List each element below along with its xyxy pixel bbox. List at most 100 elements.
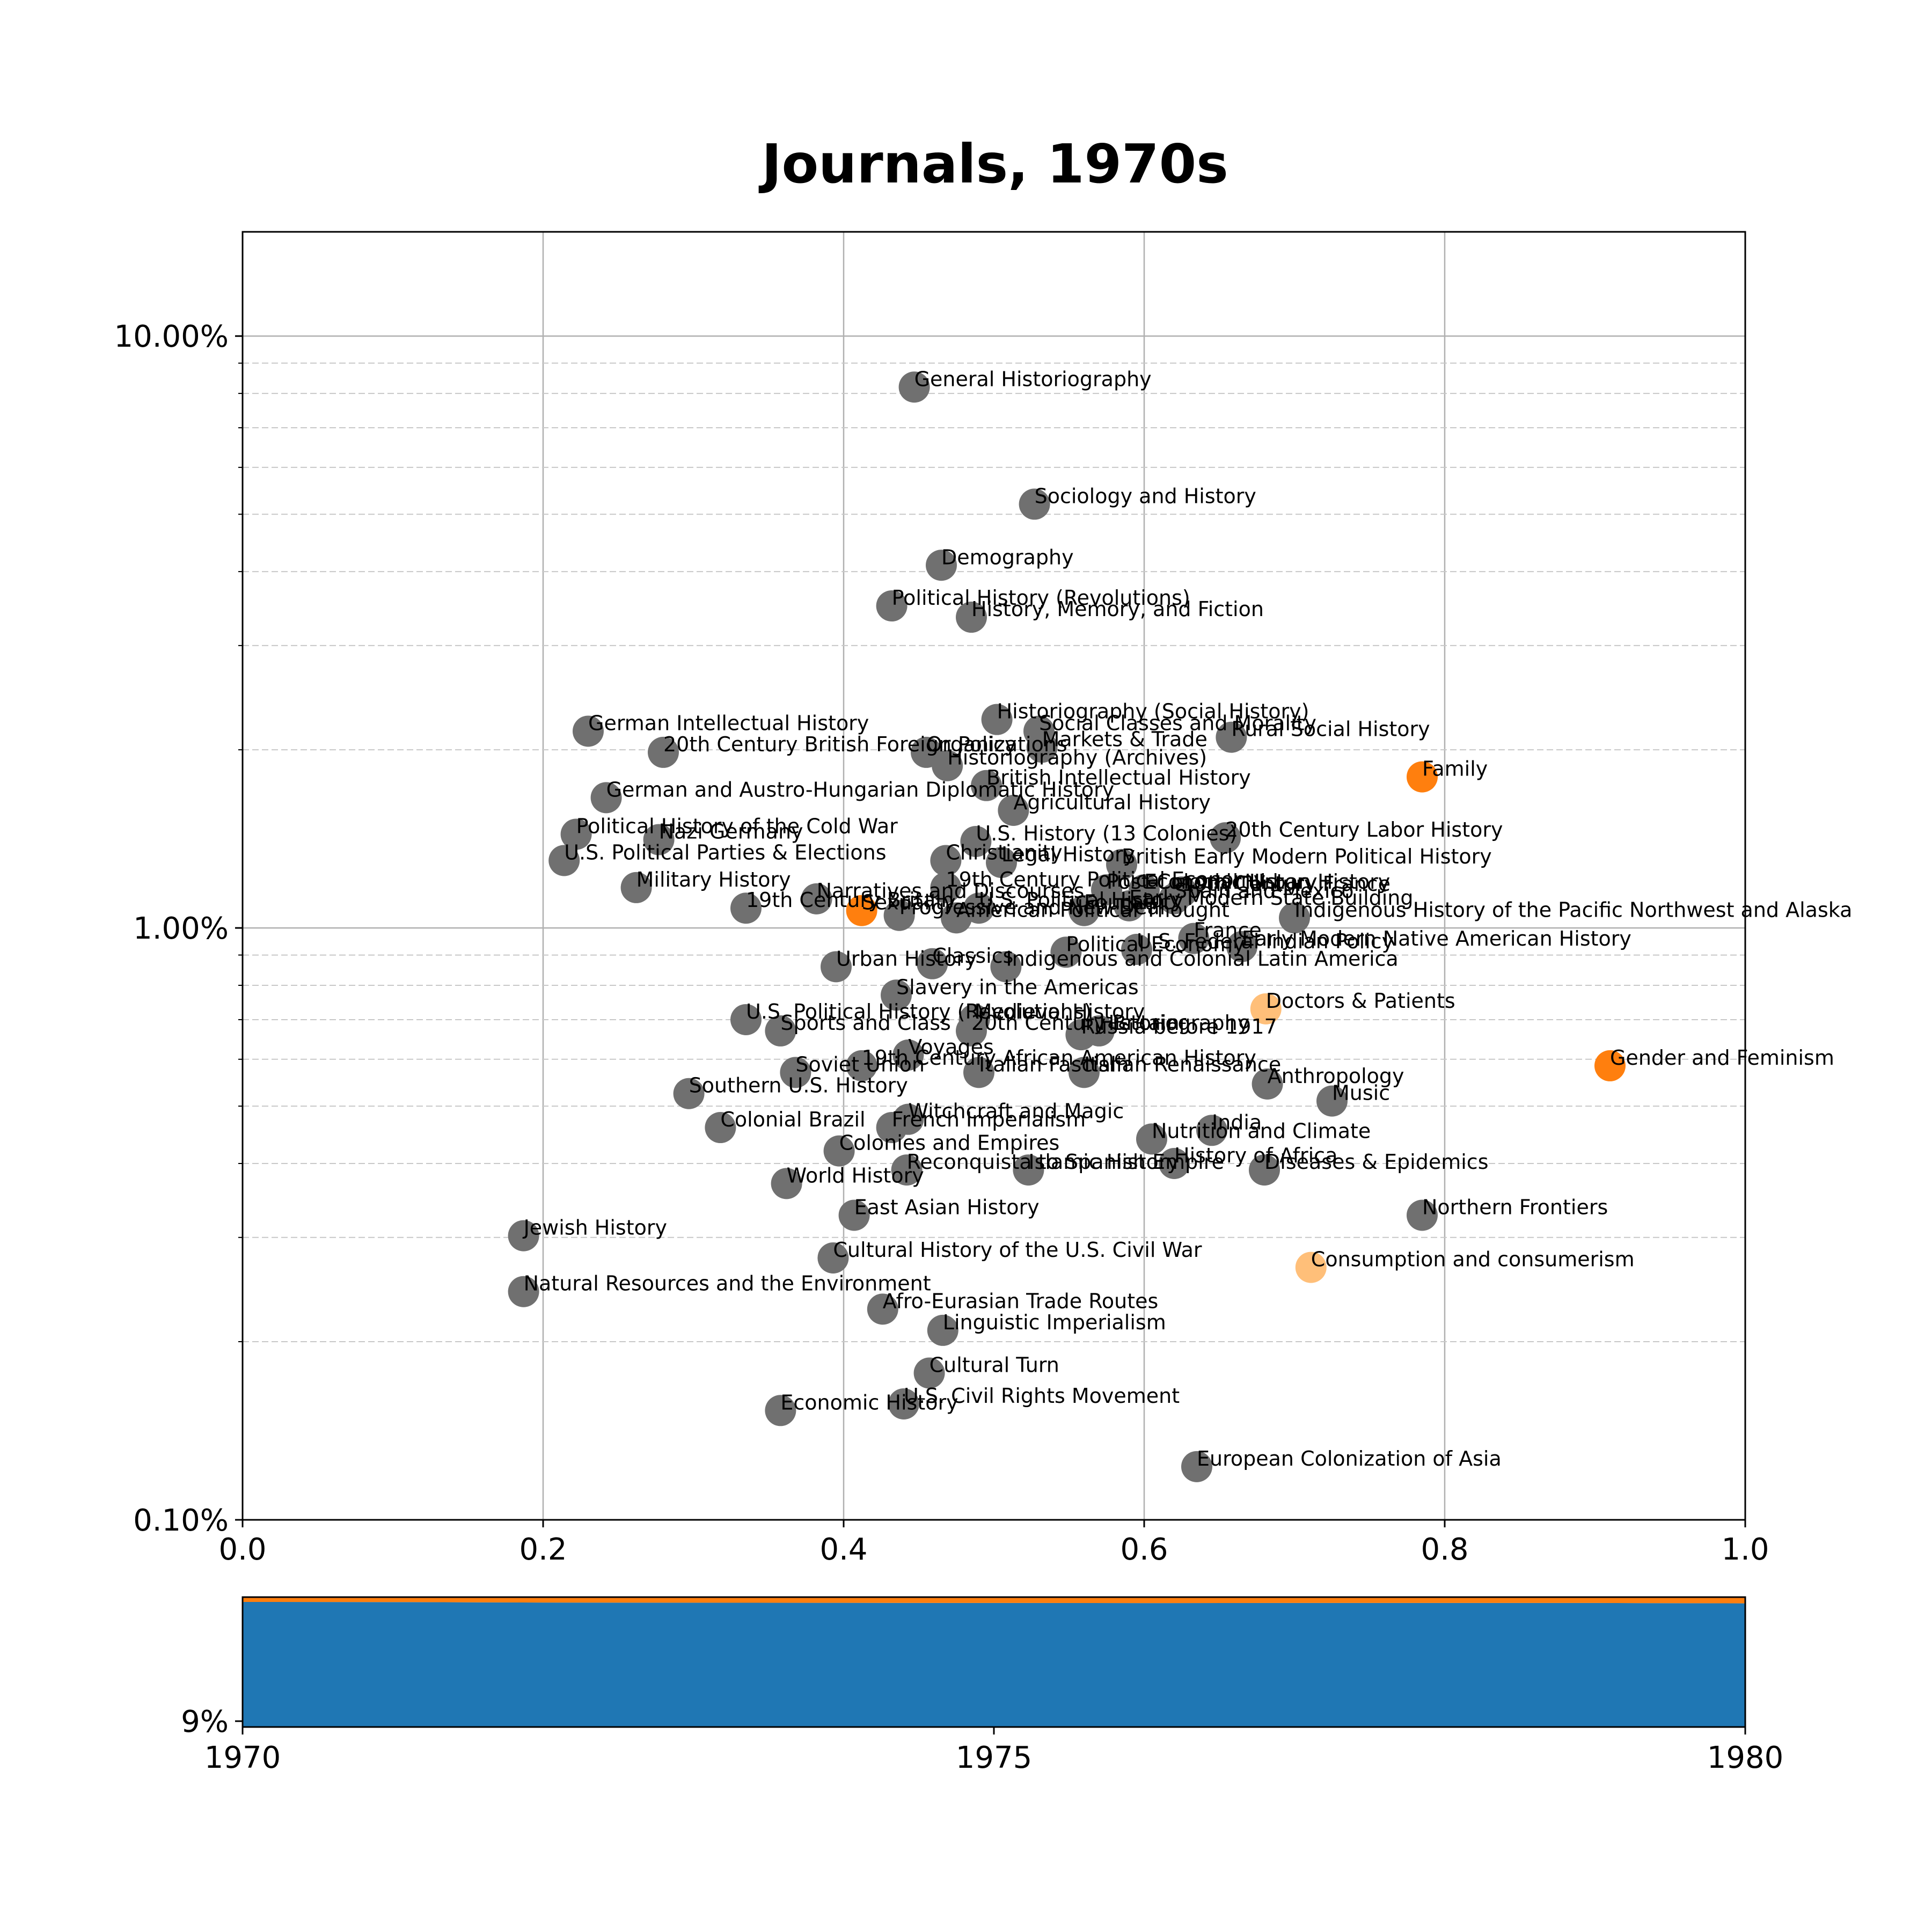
scatter-point: [986, 847, 1017, 879]
point-label: British Intellectual History: [986, 766, 1251, 789]
point-label: Islamic History: [1028, 1150, 1179, 1174]
point-label: Slavery in the Americas: [896, 975, 1139, 999]
point-label: Social Classes and Morality: [1039, 711, 1316, 735]
scatter-point: [643, 824, 675, 855]
scatter-point: [1136, 1123, 1167, 1155]
point-label: Demography: [941, 545, 1074, 569]
chart-title: Journals, 1970s: [758, 133, 1228, 195]
area-x-tick-label: 1975: [956, 1740, 1033, 1775]
point-label: U.S. Political Parties & Elections: [564, 840, 886, 864]
scatter-point: [823, 1135, 855, 1167]
point-label: Indigenous and Colonial Latin America: [1006, 947, 1398, 970]
y-tick-label: 10.00%: [114, 319, 229, 354]
point-label: Historiography (Archives): [947, 746, 1207, 770]
point-label: Cultural Turn: [930, 1353, 1059, 1377]
scatter-point: [998, 795, 1029, 826]
point-label: U.S. Federal Indian Policy: [1137, 930, 1394, 953]
point-label: 19th Century Political Economy: [946, 868, 1265, 891]
scatter-point: [888, 1388, 919, 1419]
point-label: European Colonization of Asia: [1197, 1447, 1502, 1470]
scatter-point: [867, 1293, 898, 1325]
scatter-point: [1121, 934, 1152, 965]
x-tick-label: 0.0: [218, 1532, 266, 1567]
scatter-point: [817, 1242, 849, 1274]
scatter-point: [1196, 1115, 1227, 1146]
scatter-point: [1019, 488, 1050, 520]
y-tick-label: 0.10%: [133, 1503, 229, 1538]
point-label: Northern Frontiers: [1422, 1196, 1608, 1219]
point-label: Legal History: [1001, 843, 1135, 866]
scatter-point: [1594, 1050, 1626, 1081]
point-label: Afro-Eurasian Trade Routes: [883, 1289, 1159, 1313]
point-label: 20th Century Labor History: [1225, 818, 1503, 841]
scatter-point: [876, 590, 908, 622]
scatter-point: [508, 1220, 539, 1252]
scatter-point: [1316, 1085, 1348, 1117]
point-label: British Early Modern Political History: [1122, 845, 1492, 868]
point-label: Colonies and Empires: [839, 1131, 1060, 1155]
point-label: German Intellectual History: [588, 711, 869, 735]
point-label: East Asian History: [854, 1196, 1040, 1219]
scatter-point: [771, 1168, 802, 1199]
point-label: France: [1194, 919, 1261, 942]
point-label: Organizations: [926, 733, 1067, 756]
point-label: Gender and Feminism: [1610, 1046, 1834, 1070]
point-label: Political Economy: [1066, 932, 1245, 956]
scatter-point: [932, 750, 963, 781]
point-label: Nutrition and Climate: [1152, 1119, 1371, 1143]
point-label: French Imperialism: [892, 1108, 1086, 1131]
main-grid: [241, 232, 1746, 1521]
scatter-point: [913, 1357, 945, 1389]
point-label: Indigenous History of the Pacific Northw…: [1294, 898, 1852, 921]
point-label: Southern U.S. History: [689, 1074, 908, 1097]
point-label: Historiography: [1099, 1011, 1249, 1035]
scatter-point: [1091, 874, 1122, 906]
scatter-point: [765, 1395, 796, 1426]
area-x-tick-label: 1970: [204, 1740, 281, 1775]
scatter-point: [1295, 1252, 1327, 1283]
area-y-tick-label: 9%: [181, 1704, 229, 1739]
point-label: Sociology and History: [1035, 484, 1256, 508]
scatter-point: [620, 872, 652, 903]
scatter-point: [926, 550, 957, 581]
scatter-point: [590, 782, 622, 814]
point-label: Reconquista to Spanish Empire: [907, 1150, 1224, 1174]
scatter-point: [960, 825, 992, 857]
scatter-point: [883, 899, 915, 931]
scatter-point: [971, 770, 1002, 801]
scatter-point: [673, 1078, 705, 1109]
point-label: Sexuality: [862, 891, 956, 914]
point-label: Markets & Trade: [1042, 727, 1208, 751]
scatter-point: [990, 951, 1022, 983]
point-label: Christianity: [946, 840, 1062, 864]
point-label: Italian Renaissance: [1084, 1052, 1281, 1076]
scatter-point: [941, 902, 972, 934]
point-label: Diseases & Epidemics: [1264, 1150, 1489, 1174]
point-label: History of Africa: [1174, 1144, 1337, 1167]
scatter-point: [1069, 895, 1100, 926]
scatter-point: [1226, 931, 1257, 962]
point-label: Anthropology: [1268, 1064, 1404, 1088]
scatter-point: [1407, 761, 1438, 793]
x-tick-label: 0.6: [1120, 1532, 1168, 1567]
scatter-point: [1159, 883, 1190, 914]
scatter-point: [898, 371, 930, 403]
point-label: Historiography (Social History): [997, 700, 1309, 723]
point-label: U.S. Political History: [979, 888, 1184, 912]
point-label: Witchcraft and Magic: [908, 1100, 1124, 1123]
point-label: U.S. Civil Rights Movement: [904, 1384, 1180, 1408]
scatter-point: [1216, 721, 1247, 753]
point-label: Narratives and Discourses: [817, 879, 1085, 903]
point-label: Music: [1332, 1081, 1390, 1105]
scatter-point: [508, 1276, 539, 1307]
point-label: Economic Urban History: [1144, 870, 1390, 894]
point-label: Urban History: [836, 947, 977, 970]
scatter-point: [648, 736, 679, 768]
point-label: Cultural History of the U.S. Civil War: [833, 1238, 1202, 1262]
point-label: American Political Thought: [956, 898, 1230, 921]
main-axis-ticks: 0.0 0.2 0.4 0.6 0.8 1.0 0.10% 1.00% 10.00%: [114, 319, 1769, 1567]
area-series: [243, 1601, 1745, 1727]
point-label: Foucault: [1084, 891, 1171, 914]
point-label: Early Modern State Building: [1129, 886, 1414, 910]
point-label: Medieval History: [975, 1000, 1145, 1023]
